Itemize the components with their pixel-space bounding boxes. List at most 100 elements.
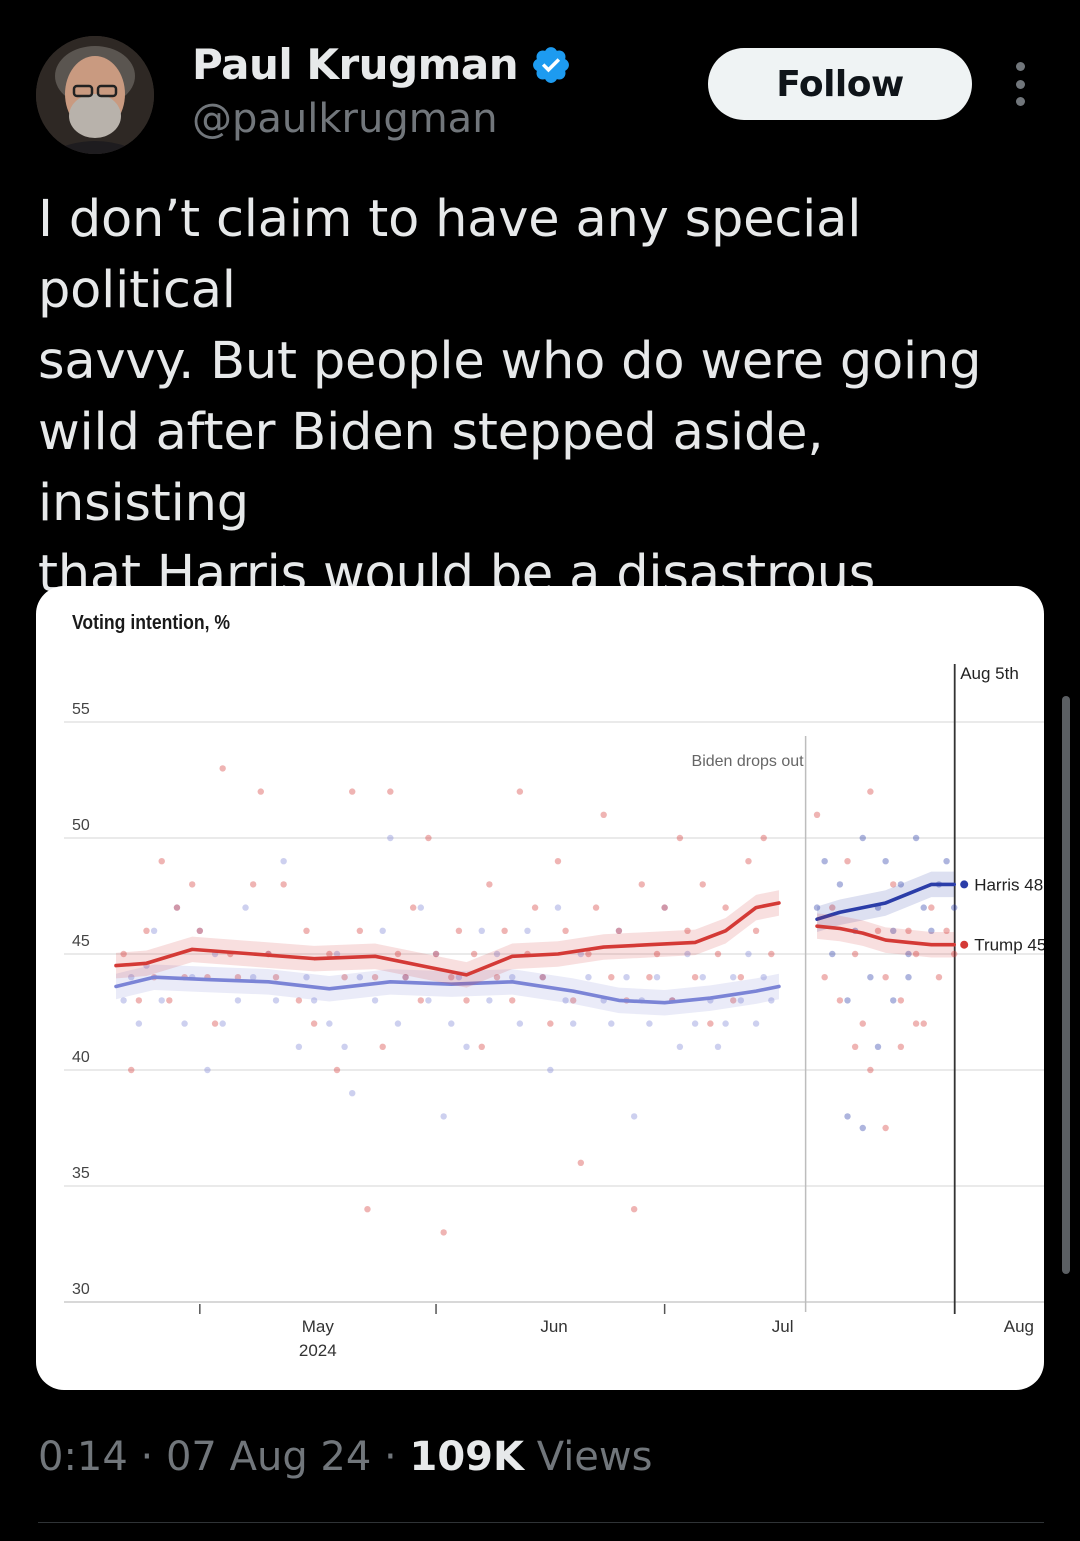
poll-dot-trump: [120, 950, 127, 958]
poll-dot-biden: [280, 858, 287, 865]
x-tick-label: Aug: [1004, 1317, 1034, 1336]
poll-dot-trump: [874, 927, 882, 934]
poll-dot-trump: [554, 858, 562, 865]
poll-dot-biden: [387, 834, 394, 842]
poll-dot-trump: [836, 997, 844, 1004]
poll-dot-trump: [821, 974, 828, 981]
poll-dot-trump: [951, 950, 958, 958]
poll-dot-harris: [890, 997, 897, 1004]
poll-dot-trump: [349, 788, 356, 795]
avatar[interactable]: [36, 36, 154, 154]
poll-dot-trump: [501, 927, 508, 934]
poll-dot-trump: [851, 950, 859, 958]
poll-dot-trump: [470, 950, 478, 958]
trend-line-harris: [815, 882, 957, 922]
poll-dot-trump: [867, 788, 874, 795]
poll-dot-harris: [836, 881, 844, 888]
y-tick-label: 35: [72, 1165, 90, 1182]
poll-dot-trump: [577, 1159, 585, 1166]
poll-dot-harris: [905, 974, 912, 981]
poll-dot-biden: [234, 997, 242, 1004]
series-label-dot: [960, 880, 969, 889]
poll-dot-trump: [257, 788, 264, 795]
poll-dot-trump: [661, 904, 668, 911]
poll-dot-trump: [653, 950, 661, 958]
poll-dot-harris: [844, 997, 851, 1004]
poll-dot-harris: [874, 1043, 882, 1050]
series-label-harris: Harris 48: [974, 875, 1043, 894]
poll-dot-harris: [821, 858, 828, 865]
tweet-time[interactable]: 0:14: [38, 1434, 128, 1480]
poll-dot-trump: [425, 834, 432, 842]
chart-image[interactable]: Voting intention, % 55 50 45 40 35 30 May 2024 J…: [36, 586, 1044, 1390]
scrollbar[interactable]: [1062, 696, 1070, 1274]
poll-dot-biden: [333, 950, 341, 958]
verified-badge-icon: [533, 46, 570, 83]
poll-dot-trump: [882, 974, 889, 981]
poll-dot-harris: [897, 881, 905, 888]
user-display-name[interactable]: Paul Krugman: [192, 40, 519, 89]
poll-dot-trump: [196, 927, 204, 934]
meta-separator: ·: [371, 1434, 410, 1480]
poll-dot-biden: [242, 904, 249, 911]
poll-dot-trump: [730, 997, 737, 1004]
more-options-icon[interactable]: [1000, 62, 1040, 106]
poll-dot-trump: [356, 927, 364, 934]
poll-dot-biden: [493, 950, 501, 958]
x-tick-label: Jun: [540, 1317, 567, 1336]
poll-dot-trump: [478, 1043, 485, 1050]
y-tick-label: 50: [72, 817, 90, 834]
poll-dot-trump: [295, 997, 303, 1004]
poll-dot-trump: [897, 997, 905, 1004]
poll-dot-biden: [448, 1020, 455, 1027]
user-name[interactable]: Paul Krugman: [192, 40, 572, 89]
trend-line-biden: [114, 975, 781, 1005]
poll-dot-trump: [638, 881, 645, 888]
poll-dot-biden: [676, 1043, 684, 1050]
poll-dot-trump: [920, 1020, 927, 1027]
poll-dot-trump: [592, 904, 600, 911]
poll-dot-trump: [897, 1043, 905, 1050]
poll-dot-trump: [143, 927, 150, 934]
poll-dot-biden: [249, 974, 257, 981]
user-handle[interactable]: @paulkrugman: [192, 96, 498, 142]
poll-dot-trump: [455, 927, 463, 934]
poll-dot-biden: [524, 927, 531, 934]
poll-dot-biden: [463, 1043, 470, 1050]
poll-dot-biden: [379, 927, 386, 934]
poll-dot-harris: [912, 834, 920, 842]
poll-dot-trump: [684, 927, 691, 934]
poll-dot-biden: [120, 997, 127, 1004]
poll-dot-biden: [455, 974, 463, 981]
poll-dot-biden: [752, 1020, 760, 1027]
poll-dot-trump: [699, 881, 706, 888]
views-label: Views: [524, 1434, 653, 1480]
poll-dot-biden: [440, 1113, 447, 1120]
poll-dot-trump: [676, 834, 684, 842]
poll-dot-biden: [570, 1020, 577, 1027]
poll-dot-biden: [615, 927, 623, 934]
poll-dot-biden: [219, 1020, 226, 1027]
series-label-dot: [960, 940, 969, 949]
chart-title: Voting intention, %: [72, 612, 231, 634]
avatar-portrait-icon: [36, 36, 154, 154]
poll-dot-trump: [402, 974, 409, 981]
poll-dot-biden: [272, 997, 280, 1004]
poll-dot-trump: [943, 927, 950, 934]
poll-dot-trump: [409, 904, 417, 911]
poll-dot-biden: [653, 974, 661, 981]
x-tick-label: Jul: [772, 1317, 794, 1336]
poll-dot-biden: [135, 1020, 143, 1027]
poll-dot-trump: [128, 1066, 135, 1074]
poll-dot-trump: [341, 974, 348, 981]
divider: [38, 1522, 1044, 1523]
tweet-date[interactable]: 07 Aug 24: [165, 1434, 372, 1480]
poll-dot-biden: [585, 974, 592, 981]
poll-dot-trump: [135, 997, 143, 1004]
follow-button[interactable]: Follow: [708, 48, 972, 120]
voting-intention-chart: 55 50 45 40 35 30 May 2024 Jun Jul Aug Biden drops …: [64, 664, 1044, 1360]
poll-dot-trump: [768, 950, 775, 958]
poll-dot-trump: [303, 927, 310, 934]
poll-dot-trump: [234, 974, 242, 981]
poll-dot-trump: [585, 950, 592, 958]
